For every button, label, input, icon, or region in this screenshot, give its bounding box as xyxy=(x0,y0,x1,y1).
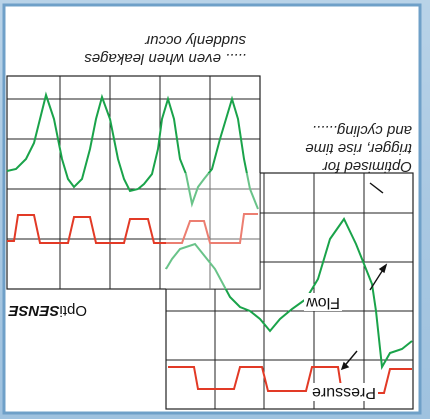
caption-optimised-1: Optimised for xyxy=(322,158,412,175)
flow-trace-right xyxy=(6,91,259,210)
flow-trace-left xyxy=(165,217,413,371)
caption-leakages-2: suddenly occur xyxy=(145,32,246,49)
caption-leakages-1: ..... even when leakages xyxy=(84,50,246,67)
annotation-arrows xyxy=(340,182,388,371)
pressure-label: Pressure xyxy=(309,383,378,401)
caption-optimised-2: trigger, rise time xyxy=(305,140,412,157)
optisense-prefix: Opti xyxy=(59,302,87,319)
pressure-trace-right xyxy=(7,213,258,244)
caption-optimised-3: and cycling...... xyxy=(311,122,412,139)
overlap-tint xyxy=(166,173,260,289)
flow-label: Flow xyxy=(304,293,342,311)
optisense-suffix: SENSE xyxy=(8,302,60,319)
panel-leakages xyxy=(6,75,261,290)
optisense-label: OptiSENSE xyxy=(9,285,112,336)
